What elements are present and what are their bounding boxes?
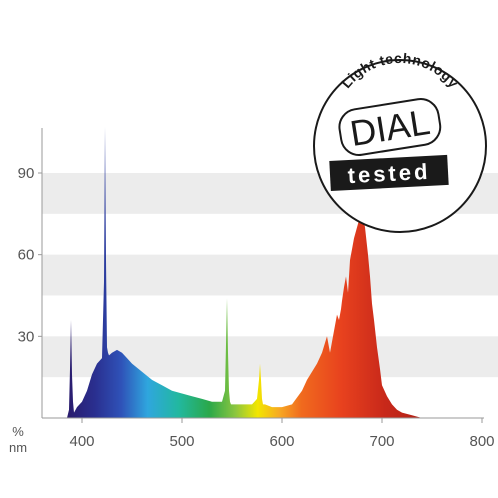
grid-band [42, 254, 498, 296]
dial-tested-seal: Light technology DIAL tested [313, 50, 487, 233]
seal-tested-text: tested [347, 159, 431, 188]
x-tick-label: 600 [269, 433, 294, 450]
y-unit-label: % [12, 424, 24, 439]
y-tick-label: 90 [18, 165, 35, 182]
x-unit-label: nm [9, 440, 27, 455]
x-tick-label: 500 [169, 433, 194, 450]
x-tick-label: 700 [369, 433, 394, 450]
y-ticks: 30 60 90 [18, 165, 42, 345]
seal-tested-stamp: tested [329, 154, 449, 192]
x-tick-label: 400 [69, 433, 94, 450]
spectrum-area [42, 126, 482, 418]
y-tick-label: 30 [18, 328, 35, 345]
y-tick-label: 60 [18, 247, 35, 264]
x-ticks: 400 500 600 700 800 [69, 418, 495, 450]
x-tick-label: 800 [469, 433, 494, 450]
seal-dial-badge: DIAL [338, 98, 442, 156]
